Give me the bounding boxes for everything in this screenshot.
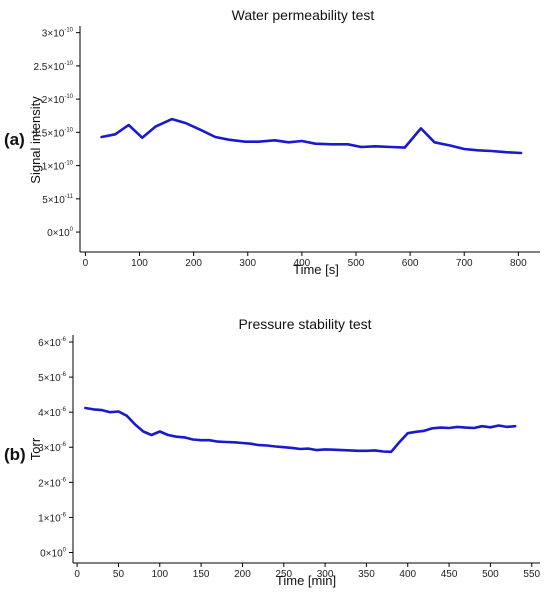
x-tick-label: 450 — [441, 569, 458, 580]
panel-label-a: (a) — [4, 130, 25, 149]
chart-title-b: Pressure stability test — [238, 316, 371, 332]
chart-panel-a: (a) Water permeability test Time [s] Sig… — [4, 7, 540, 277]
y-tick-label: 6×10-6 — [38, 337, 67, 349]
x-tick-label: 300 — [239, 258, 256, 269]
y-tick-label: 0×100 — [47, 227, 74, 239]
x-tick-label: 250 — [275, 569, 292, 580]
y-tick-label: 3×10-6 — [38, 442, 67, 454]
x-tick-label: 300 — [317, 569, 334, 580]
plot-area-b: 0 50 100 150 200 250 300 350 400 450 500 550 0×100 1×… — [38, 335, 541, 580]
x-tick-label: 0 — [83, 258, 89, 269]
x-tick-label: 100 — [131, 258, 148, 269]
y-tick-label: 5×10-11 — [42, 194, 73, 206]
y-tick-label: 3×10-10 — [42, 28, 74, 40]
y-tick-label: 2×10-10 — [42, 94, 74, 106]
x-tick-label: 500 — [482, 569, 499, 580]
x-axis-label-b: Time [min] — [276, 573, 336, 588]
chart-title-a: Water permeability test — [232, 7, 375, 23]
series-line-a — [100, 117, 523, 155]
x-tick-label: 400 — [294, 258, 311, 269]
y-axis-label-b: Torr — [28, 437, 43, 460]
x-axis-label-a: Time [s] — [293, 262, 339, 277]
x-tick-label: 700 — [456, 258, 473, 269]
plot-area-a: 0 100 200 300 400 500 600 700 800 0×100 5×10-11 1×1… — [33, 26, 540, 269]
chart-panel-b: (b) Pressure stability test Time [min] T… — [4, 316, 541, 588]
y-tick-label: 2×10-6 — [38, 477, 67, 489]
x-tick-label: 500 — [348, 258, 365, 269]
y-axis-label-a: Signal intensity — [28, 96, 43, 184]
x-tick-label: 50 — [113, 569, 125, 580]
x-tick-label: 400 — [399, 569, 416, 580]
x-tick-label: 200 — [234, 569, 251, 580]
x-tick-label: 350 — [358, 569, 375, 580]
y-tick-label: 5×10-6 — [38, 372, 67, 384]
x-tick-label: 600 — [402, 258, 419, 269]
x-tick-label: 150 — [193, 569, 210, 580]
y-tick-label: 4×10-6 — [38, 407, 67, 419]
x-tick-label: 800 — [510, 258, 527, 269]
y-tick-label: 0×100 — [40, 547, 67, 559]
panel-label-b: (b) — [4, 445, 26, 464]
x-tick-label: 100 — [151, 569, 168, 580]
y-tick-label: 1.5×10-10 — [33, 127, 73, 139]
x-tick-label: 0 — [74, 569, 80, 580]
y-tick-label: 1×10-6 — [38, 512, 67, 524]
y-tick-label: 2.5×10-10 — [33, 61, 73, 73]
y-tick-label: 1×10-10 — [42, 161, 74, 173]
x-tick-label: 200 — [185, 258, 202, 269]
series-line-b — [84, 406, 517, 454]
x-tick-label: 550 — [523, 569, 540, 580]
